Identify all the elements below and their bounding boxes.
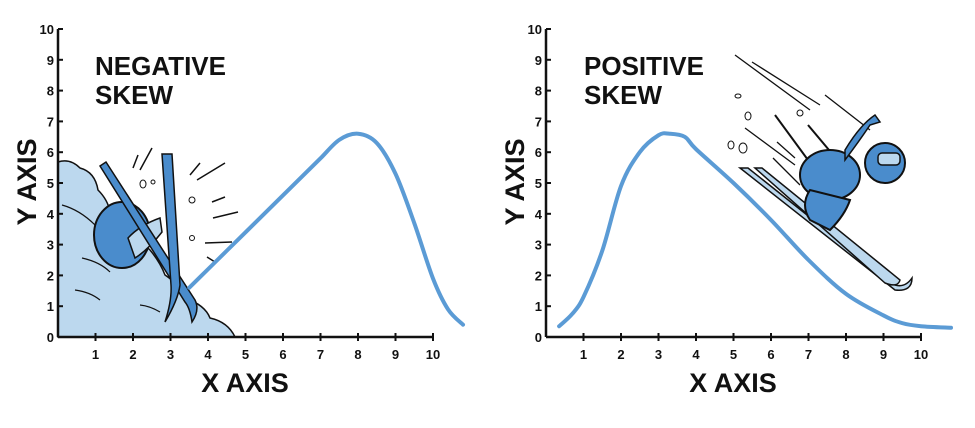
x-axis-title: X AXIS (201, 368, 289, 398)
y-tick-label: 10 (528, 22, 542, 37)
downhill-skier-illustration (727, 54, 913, 291)
y-tick-label: 8 (535, 84, 542, 99)
y-tick-label: 0 (47, 330, 54, 345)
x-tick-label: 8 (842, 347, 849, 362)
y-tick-label: 1 (535, 299, 542, 314)
x-tick-label: 10 (914, 347, 928, 362)
x-tick-label: 3 (167, 347, 174, 362)
snow-particle (139, 179, 147, 189)
x-tick-label: 2 (129, 347, 136, 362)
snow-particle (744, 111, 752, 121)
y-tick-label: 4 (47, 207, 55, 222)
snow-bank-swirl (61, 204, 161, 313)
snow-particle (796, 109, 804, 117)
x-tick-label: 7 (317, 347, 324, 362)
y-tick-label: 1 (47, 299, 54, 314)
distribution-curve (187, 131, 465, 327)
y-tick-label: 2 (535, 268, 542, 283)
y-tick-label: 6 (535, 145, 542, 160)
chart-title: SKEW (584, 80, 662, 110)
x-tick-label: 6 (279, 347, 286, 362)
x-tick-label: 6 (767, 347, 774, 362)
y-axis-title: Y AXIS (12, 138, 42, 225)
x-tick-label: 1 (580, 347, 587, 362)
y-tick-label: 4 (535, 207, 543, 222)
snow-particle (150, 179, 156, 185)
snow-particle (734, 93, 742, 99)
x-tick-label: 8 (354, 347, 361, 362)
ski-left (737, 167, 913, 291)
y-tick-label: 0 (535, 330, 542, 345)
chart-title: POSITIVE (584, 51, 704, 81)
y-tick-label: 6 (47, 145, 54, 160)
x-tick-label: 9 (392, 347, 399, 362)
x-axis-title: X AXIS (689, 368, 777, 398)
y-tick-label: 5 (47, 176, 54, 191)
y-tick-label: 7 (47, 114, 54, 129)
y-tick-label: 3 (47, 238, 54, 253)
y-tick-label: 2 (47, 268, 54, 283)
y-tick-label: 8 (47, 84, 54, 99)
skier-arm (844, 113, 882, 163)
x-tick-label: 4 (204, 347, 212, 362)
chart-title: SKEW (95, 80, 173, 110)
x-tick-label: 1 (92, 347, 99, 362)
y-tick-label: 5 (535, 176, 542, 191)
x-tick-label: 5 (730, 347, 737, 362)
ski-right (161, 153, 181, 323)
x-tick-label: 7 (805, 347, 812, 362)
y-tick-label: 3 (535, 238, 542, 253)
crashing-skier-illustration (61, 147, 239, 325)
positive-skew-chart: 1 2 3 4 5 6 7 8 9 10 0 1 2 3 4 5 6 7 8 9 10 X AXIS Y AXIS POSIT… (500, 22, 953, 398)
x-tick-label: 10 (426, 347, 440, 362)
speed-lines (734, 54, 871, 186)
distribution-curve (557, 131, 953, 330)
skier-legs (804, 188, 852, 232)
y-tick-label: 9 (47, 53, 54, 68)
x-tick-label: 4 (692, 347, 700, 362)
snow-particle (188, 196, 196, 204)
impact-lines (132, 147, 239, 263)
y-tick-label: 9 (535, 53, 542, 68)
x-tick-label: 3 (655, 347, 662, 362)
y-tick-label: 7 (535, 114, 542, 129)
x-tick-label: 2 (617, 347, 624, 362)
negative-skew-chart: 1 2 3 4 5 6 7 8 9 10 0 1 2 3 4 5 6 7 8 9 10 X AXIS Y AXIS NEGAT… (12, 22, 465, 398)
x-tick-label: 5 (242, 347, 249, 362)
y-axis-title: Y AXIS (500, 138, 530, 225)
x-tick-label: 9 (880, 347, 887, 362)
goggles (877, 152, 901, 166)
snow-particle (727, 140, 735, 150)
chart-title: NEGATIVE (95, 51, 226, 81)
snow-particle (738, 142, 748, 154)
y-tick-label: 10 (40, 22, 54, 37)
snow-particle (189, 235, 195, 241)
